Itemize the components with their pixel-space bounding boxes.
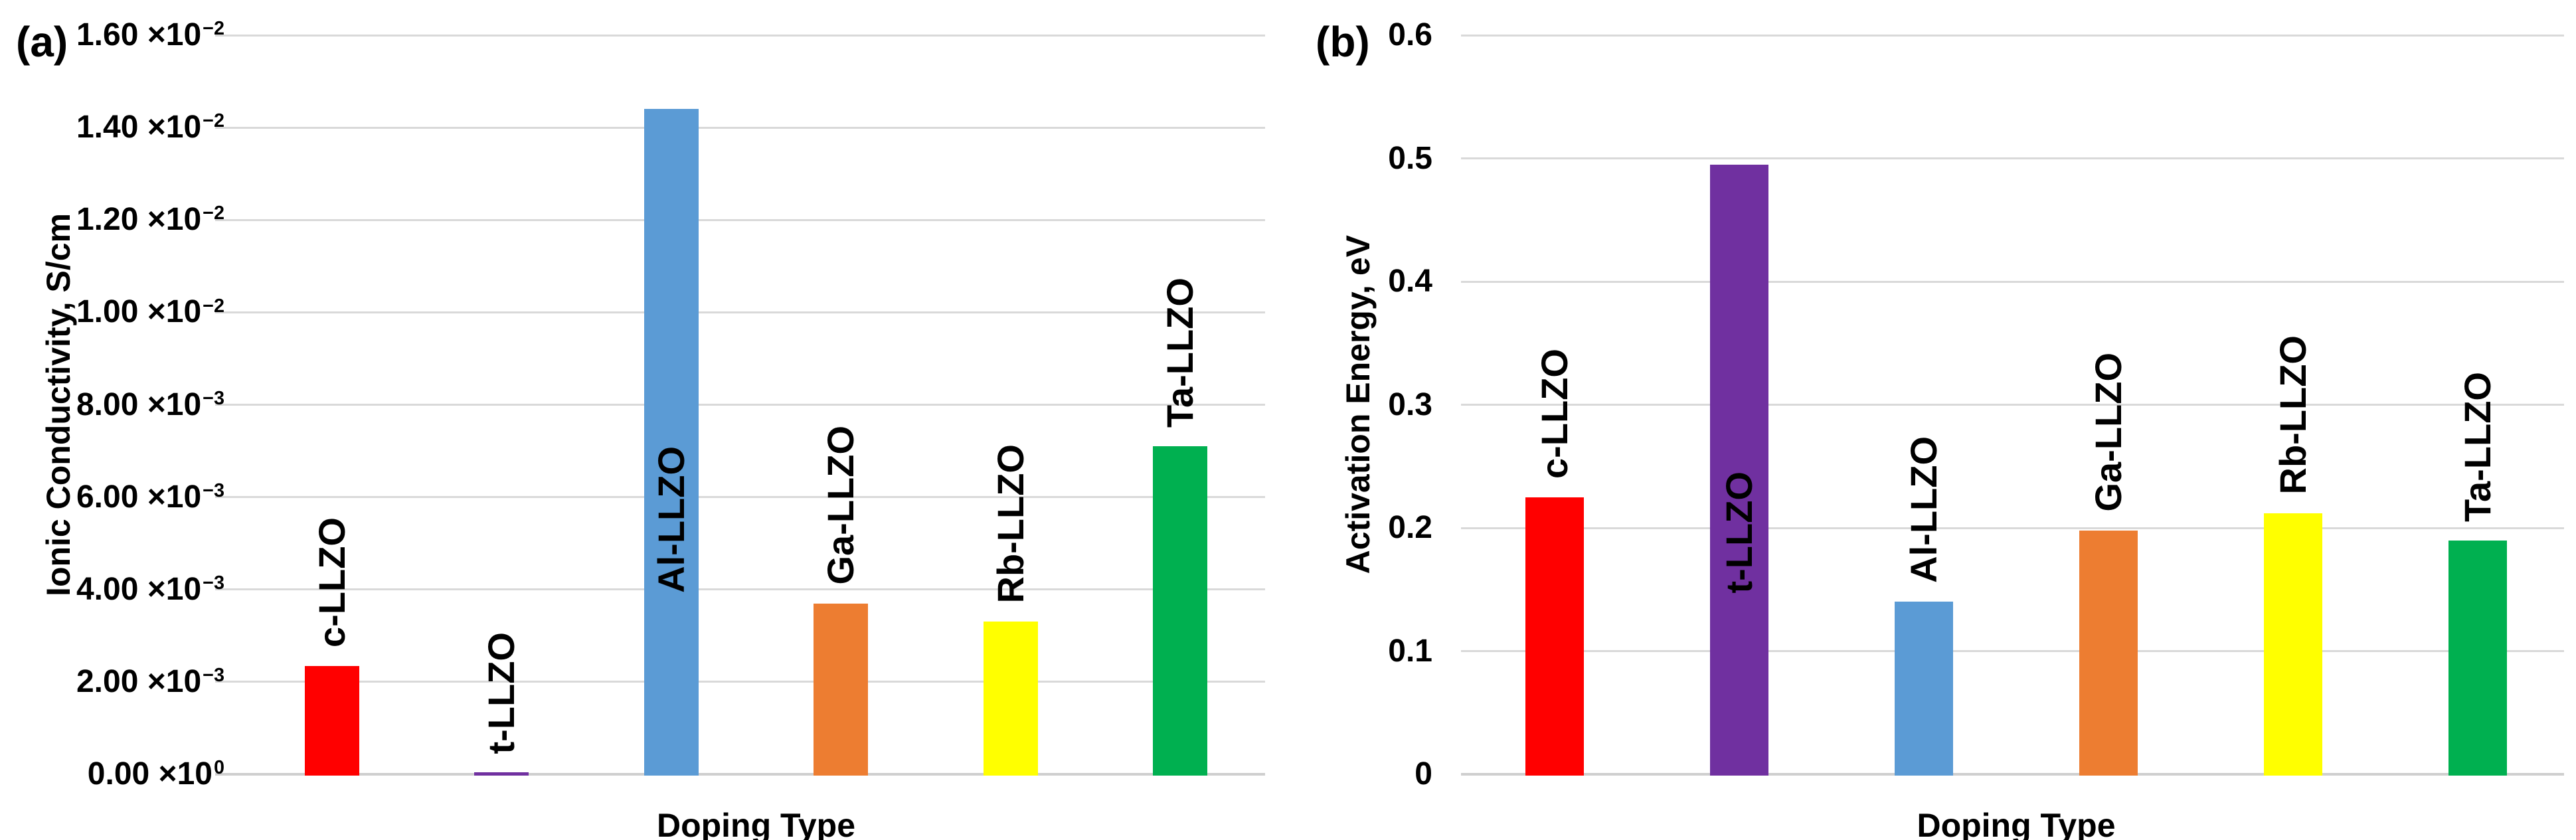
panel-b-letter: (b)	[1316, 18, 1370, 66]
panel-b-gridline	[1461, 404, 2564, 406]
panel-b-x-axis-line	[1461, 773, 2564, 776]
panel-a-y-tick-exponent: −3	[203, 479, 224, 501]
panel-a-gridline	[215, 126, 1265, 129]
panel-b-y-axis-title: Activation Energy, eV	[1339, 235, 1377, 574]
panel-a-gridline	[215, 681, 1265, 683]
panel-b-y-tick-label: 0.3	[1388, 386, 1432, 422]
bar-label-ta-llzo: Ta-LLZO	[1159, 16, 1201, 428]
panel-b-gridline	[1461, 34, 2564, 37]
bar-al-llzo	[1895, 602, 1953, 776]
panel-a-y-tick-label: 0.00 ×100	[87, 756, 224, 792]
panel-a-y-tick-label: 1.40 ×10−2	[76, 110, 224, 145]
panel-b-x-axis-title: Doping Type	[1917, 807, 2116, 840]
panel-b-gridline	[1461, 527, 2564, 529]
bar-label-ta-llzo: Ta-LLZO	[2456, 110, 2499, 522]
panel-a-y-tick-exponent: −2	[203, 203, 224, 224]
panel-a-y-tick-exponent: 0	[213, 757, 224, 779]
panel-a-gridline	[215, 588, 1265, 591]
bar-c-llzo	[304, 665, 359, 776]
panel-b-y-tick-label: 0.5	[1388, 140, 1432, 176]
panel-a-y-tick-exponent: −3	[203, 387, 224, 409]
bar-c-llzo	[1525, 497, 1584, 776]
panel-a-gridline	[215, 311, 1265, 313]
panel-a-letter: (a)	[16, 18, 68, 66]
bar-label-text: Ta-LLZO	[2456, 371, 2498, 522]
panel-a-y-tick-label: 1.00 ×10−2	[76, 294, 224, 330]
panel-a-gridline	[215, 218, 1265, 221]
panel-a-gridline	[215, 404, 1265, 406]
panel-a-y-tick-label: 1.60 ×10−2	[76, 17, 224, 52]
panel-a-y-tick-label: 2.00 ×10−3	[76, 663, 224, 699]
bar-label-ga-llzo: Ga-LLZO	[2087, 100, 2130, 512]
bar-label-text: t-LLZO	[480, 631, 523, 754]
bar-label-text: c-LLZO	[310, 517, 353, 647]
bar-label-text: Rb-LLZO	[989, 444, 1031, 604]
bar-label-text: Ga-LLZO	[2087, 353, 2129, 512]
bar-t-llzo	[474, 772, 529, 776]
panel-a-y-tick-exponent: −3	[203, 665, 224, 687]
panel-a-y-axis-title: Ionic Conductivity, S/cm	[40, 213, 77, 596]
bar-label-al-llzo: Al-LLZO	[1903, 171, 1945, 583]
panel-a-y-axis-title-box: Ionic Conductivity, S/cm	[39, 35, 78, 774]
bar-label-text: Ga-LLZO	[819, 426, 862, 585]
bar-ga-llzo	[2079, 530, 2138, 776]
bar-label-c-llzo: c-LLZO	[1533, 67, 1576, 479]
panel-b-y-tick-label: 0	[1415, 756, 1432, 792]
bar-label-rb-llzo: Rb-LLZO	[2272, 83, 2314, 495]
panel-a-y-tick-label: 6.00 ×10−3	[76, 479, 224, 515]
panel-a-x-axis-title: Doping Type	[656, 807, 856, 840]
bar-ga-llzo	[814, 603, 869, 776]
panel-a-x-axis-line	[215, 773, 1265, 776]
panel-b-y-tick-label: 0.4	[1388, 264, 1432, 299]
bar-label-text: c-LLZO	[1533, 348, 1575, 479]
panel-a-y-tick-exponent: −2	[203, 18, 224, 40]
panel-a-gridline	[215, 496, 1265, 499]
panel-b-gridline	[1461, 650, 2564, 652]
panel-a-y-tick-exponent: −2	[203, 110, 224, 132]
bar-rb-llzo	[983, 622, 1038, 776]
bar-label-ga-llzo: Ga-LLZO	[819, 173, 862, 585]
panel-a-gridline	[215, 34, 1265, 37]
panel-a-y-tick-label: 1.20 ×10−2	[76, 202, 224, 238]
bar-ta-llzo	[2448, 540, 2507, 776]
bar-label-c-llzo: c-LLZO	[311, 236, 353, 647]
bar-t-llzo	[1710, 164, 1768, 776]
panel-a-y-tick-label: 8.00 ×10−3	[76, 386, 224, 422]
panel-b-y-tick-label: 0.6	[1388, 17, 1432, 52]
bar-al-llzo	[644, 109, 699, 776]
bar-label-text: Al-LLZO	[1903, 436, 1944, 584]
bar-label-text: Rb-LLZO	[2272, 335, 2314, 495]
panel-b-gridline	[1461, 157, 2564, 159]
panel-b-y-tick-label: 0.1	[1388, 633, 1432, 669]
bar-label-rb-llzo: Rb-LLZO	[989, 191, 1032, 603]
bar-ta-llzo	[1153, 446, 1208, 776]
panel-a-y-tick-exponent: −3	[203, 572, 224, 594]
bar-rb-llzo	[2264, 513, 2322, 776]
panel-a-y-tick-label: 4.00 ×10−3	[76, 571, 224, 607]
panel-b-y-tick-label: 0.2	[1388, 510, 1432, 545]
panel-b-y-axis-title-box: Activation Energy, eV	[1338, 35, 1378, 774]
panel-b-gridline	[1461, 280, 2564, 283]
panel-a-y-tick-exponent: −2	[203, 295, 224, 317]
